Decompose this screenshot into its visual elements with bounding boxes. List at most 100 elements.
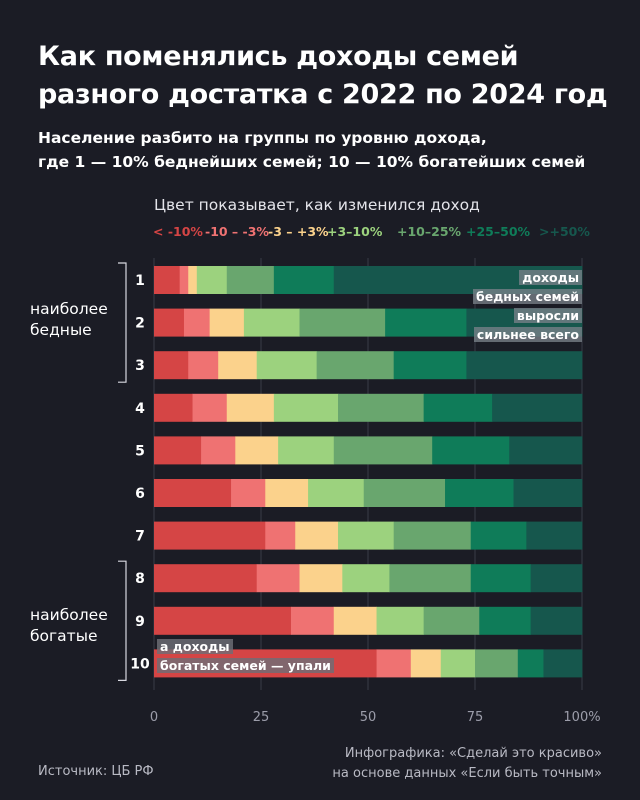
group-bracket bbox=[118, 560, 127, 682]
subtitle-line: где 1 — 10% беднейших семей; 10 — 10% бо… bbox=[38, 153, 586, 171]
bar-segment bbox=[492, 393, 583, 422]
bar-segment bbox=[316, 351, 395, 380]
category-label: 5 bbox=[135, 443, 145, 459]
bar-segment bbox=[295, 521, 339, 550]
bar-segment bbox=[278, 436, 335, 465]
bar-segment bbox=[530, 606, 583, 635]
legend-label: -10 – -3% bbox=[205, 224, 269, 239]
bar-segment bbox=[432, 436, 510, 465]
bar-segment bbox=[308, 479, 365, 507]
bar-segment bbox=[226, 393, 275, 422]
legend-label: < -10% bbox=[153, 224, 203, 239]
bar-segment bbox=[265, 521, 296, 550]
bar-segment bbox=[376, 649, 412, 678]
bar-segment bbox=[218, 351, 258, 380]
bar-segment bbox=[154, 266, 181, 294]
bar-segment bbox=[226, 266, 275, 294]
bar-segment bbox=[513, 479, 583, 507]
legend-label: -3 – +3% bbox=[268, 224, 329, 239]
bar-segment bbox=[470, 521, 527, 550]
source-note: Источник: ЦБ РФ bbox=[38, 764, 154, 779]
bar-segment bbox=[196, 266, 228, 294]
legend-title: Цвет показывает, как изменился доход bbox=[154, 196, 480, 214]
group-bracket bbox=[118, 262, 127, 383]
annotation-rich: а доходы богатых семей — упали bbox=[157, 637, 357, 675]
category-label: 10 bbox=[130, 656, 150, 672]
bar-segment bbox=[201, 436, 236, 465]
bar-segment bbox=[273, 393, 339, 422]
category-label: 6 bbox=[135, 486, 145, 502]
bar-segment bbox=[154, 393, 193, 422]
legend-label: +10–25% bbox=[397, 224, 462, 239]
bar-segment bbox=[188, 351, 219, 380]
group-label-line: наиболее bbox=[30, 606, 108, 624]
bar-segment bbox=[342, 564, 390, 593]
x-tick-label: 25 bbox=[253, 710, 270, 725]
bar-segment bbox=[410, 649, 442, 678]
bar-segment bbox=[338, 521, 395, 550]
bar-segment bbox=[440, 649, 476, 678]
group-label-poorest: наиболее бедные bbox=[30, 299, 108, 341]
category-label: 2 bbox=[135, 316, 145, 332]
page-title: Как поменялись доходы семей разного дост… bbox=[38, 41, 608, 110]
bar-segment bbox=[526, 521, 583, 550]
bar-segment bbox=[192, 393, 228, 422]
bar-segment bbox=[154, 564, 258, 593]
legend-label: +25–50% bbox=[466, 224, 531, 239]
subtitle-line: Население разбито на группы по уровню до… bbox=[38, 129, 487, 147]
bar-segment bbox=[423, 393, 493, 422]
x-tick-label: 0 bbox=[150, 710, 158, 725]
bar-segment bbox=[376, 606, 425, 635]
bar-segment bbox=[265, 479, 309, 507]
bar-segment bbox=[154, 351, 189, 380]
annotation-line: сильнее всего bbox=[473, 327, 582, 342]
credit-line: Инфографика: «Сделай это красиво» bbox=[344, 746, 602, 761]
x-tick-label: 50 bbox=[360, 710, 377, 725]
group-label-line: наиболее bbox=[30, 300, 108, 318]
bar-segment bbox=[509, 436, 583, 465]
bar-segment bbox=[154, 436, 202, 465]
category-label: 3 bbox=[135, 358, 145, 374]
bar-segment bbox=[209, 308, 245, 337]
bar-segment bbox=[393, 351, 467, 380]
bar-segment bbox=[517, 649, 544, 678]
bar-segment bbox=[183, 308, 211, 337]
bar-segment bbox=[543, 649, 583, 678]
bar-segment bbox=[299, 308, 386, 337]
legend-label: >+50% bbox=[539, 224, 590, 239]
legend-label: +3–10% bbox=[327, 224, 383, 239]
bar-segment bbox=[179, 266, 189, 294]
bar-segment bbox=[256, 564, 300, 593]
bar-segment bbox=[479, 606, 532, 635]
category-label: 8 bbox=[135, 571, 145, 587]
bar-segment bbox=[154, 521, 266, 550]
annotation-line: богатых семей — упали bbox=[157, 658, 334, 673]
category-label: 7 bbox=[135, 529, 145, 545]
bar-segment bbox=[475, 649, 519, 678]
bar-segment bbox=[393, 521, 472, 550]
credit-note: Инфографика: «Сделай это красиво» на осн… bbox=[332, 744, 602, 784]
bar-segment bbox=[333, 436, 433, 465]
annotation-line: а доходы bbox=[157, 639, 233, 654]
bar-segment bbox=[299, 564, 343, 593]
category-label: 4 bbox=[135, 401, 145, 417]
bar-segment bbox=[154, 479, 232, 507]
category-label: 9 bbox=[135, 614, 145, 630]
bar-segment bbox=[385, 308, 467, 337]
bar-segment bbox=[333, 606, 377, 635]
bar-segment bbox=[256, 351, 318, 380]
bar-segment bbox=[445, 479, 514, 507]
credit-line: на основе данных «Если быть точным» bbox=[332, 766, 602, 781]
group-label-richest: наиболее богатые bbox=[30, 605, 108, 647]
bar-segment bbox=[188, 266, 198, 294]
annotation-poor: доходы бедных семей выросли сильнее всег… bbox=[470, 268, 582, 344]
bar-segment bbox=[290, 606, 335, 635]
bar-segment bbox=[423, 606, 480, 635]
x-tick-label: 100% bbox=[563, 710, 600, 725]
bar-segment bbox=[470, 564, 532, 593]
bar-segment bbox=[154, 308, 185, 337]
bar-segment bbox=[231, 479, 266, 507]
bar-segment bbox=[363, 479, 446, 507]
bar-segment bbox=[389, 564, 472, 593]
